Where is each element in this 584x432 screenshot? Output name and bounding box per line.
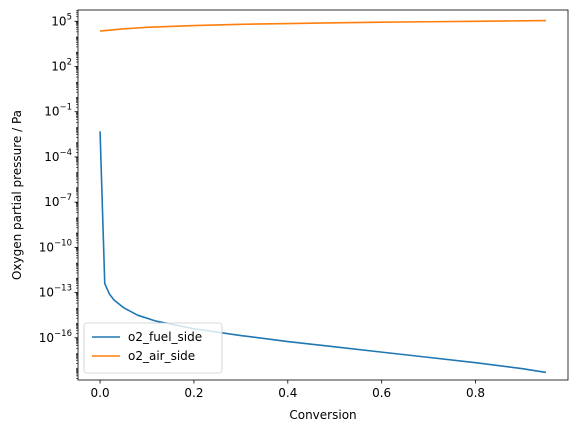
y-axis-label: Oxygen partial pressure / Pa [10, 110, 24, 280]
legend-entry-label: o2_air_side [128, 349, 195, 363]
y-tick-label: 10−1 [44, 103, 72, 119]
x-tick-label: 0.0 [91, 386, 110, 400]
x-axis-label: Conversion [289, 408, 356, 422]
y-tick-label: 10−10 [39, 238, 72, 254]
legend-entry-label: o2_fuel_side [128, 330, 202, 344]
series-line-o2-air-side [99, 19, 546, 32]
y-tick-label: 102 [51, 58, 72, 74]
y-tick-label: 10−4 [44, 148, 72, 164]
legend: o2_fuel_side o2_air_side [83, 322, 223, 374]
y-tick-label: 10−16 [39, 329, 72, 345]
x-tick-label: 0.8 [466, 386, 485, 400]
legend-box [83, 322, 223, 374]
y-tick-label: 10−13 [39, 284, 72, 300]
y-tick-label: 105 [51, 12, 72, 28]
x-tick-label: 0.6 [372, 386, 391, 400]
x-axis-ticks: 0.0 0.2 0.4 0.6 0.8 [91, 380, 485, 400]
x-tick-label: 0.2 [184, 386, 203, 400]
x-tick-label: 0.4 [278, 386, 297, 400]
y-tick-label: 10−7 [44, 193, 72, 209]
y-axis-ticks: 105 102 10−1 10−4 10−7 10−10 10−13 10−16 [39, 10, 78, 379]
